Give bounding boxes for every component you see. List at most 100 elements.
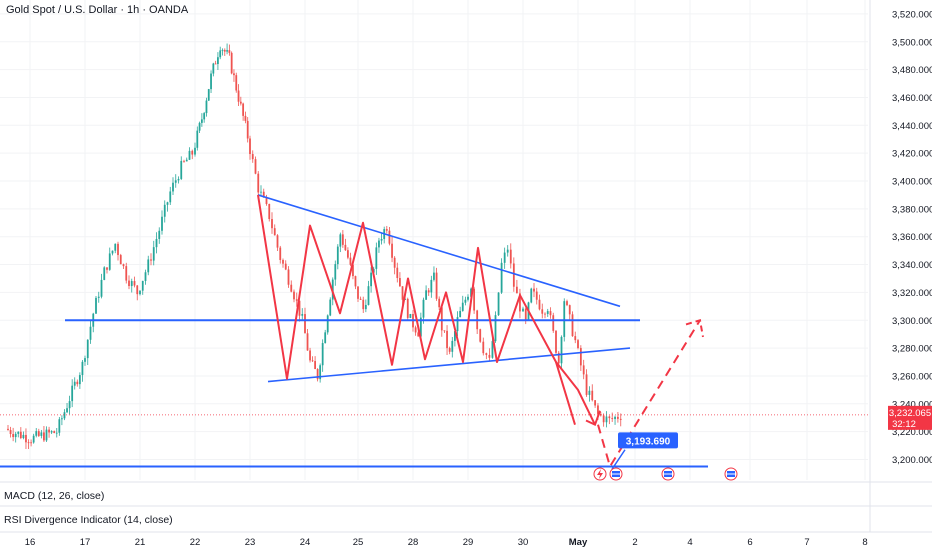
candle-body — [427, 290, 430, 293]
price-tick-label: 3,380.000 — [892, 204, 932, 215]
candle-body — [500, 262, 503, 293]
candle-body — [191, 150, 194, 155]
candle-body — [125, 266, 128, 281]
price-tick-label: 3,500.000 — [892, 37, 932, 48]
candle-body — [430, 279, 433, 293]
candle-body — [597, 405, 599, 414]
candle-body — [212, 63, 215, 74]
price-tick-label: 3,360.000 — [892, 232, 932, 243]
time-tick-label: 4 — [687, 537, 692, 548]
candle-body — [524, 308, 527, 320]
drawings-layer: 3,193.690 — [0, 194, 868, 481]
rsi-pane-label[interactable]: RSI Divergence Indicator (14, close) — [4, 514, 173, 526]
projection-path — [597, 319, 701, 469]
candle-body — [71, 385, 74, 402]
candle-body — [454, 331, 456, 341]
candle-body — [512, 263, 515, 287]
candle-body — [544, 313, 546, 315]
candle-body — [249, 138, 251, 155]
target-pointer — [611, 449, 626, 470]
price-tick-label: 3,520.000 — [892, 9, 932, 20]
chart-title: Gold Spot / U.S. Dollar · 1h · OANDA — [6, 4, 189, 16]
time-tick-label: 24 — [300, 537, 311, 548]
candle-body — [103, 267, 106, 280]
candle-body — [17, 431, 20, 434]
candle-body — [158, 230, 161, 239]
time-tick-label: 7 — [804, 537, 809, 548]
candle-body — [588, 390, 591, 395]
candle-body — [399, 278, 401, 287]
candle-body — [210, 73, 212, 90]
candle-body — [362, 299, 365, 310]
final-drop-leg — [555, 361, 596, 426]
candle-body — [230, 52, 233, 74]
candle-body — [497, 292, 500, 316]
price-tick-label: 3,240.000 — [892, 399, 932, 410]
price-tick-label: 3,280.000 — [892, 344, 932, 355]
candle-body — [311, 360, 314, 362]
candle-body — [519, 293, 521, 312]
candle-body — [268, 203, 271, 220]
candle-body — [76, 381, 79, 385]
candle-body — [494, 315, 497, 342]
candle-body — [48, 429, 50, 433]
candle-body — [242, 103, 245, 116]
macd-pane-label[interactable]: MACD (12, 26, close) — [4, 490, 105, 502]
candle-body — [370, 272, 372, 287]
candle-body — [265, 197, 268, 204]
candle-body — [401, 286, 404, 300]
candle-body — [233, 73, 235, 76]
candle-body — [378, 240, 380, 248]
candle-body — [304, 314, 306, 334]
candle-body — [571, 314, 574, 337]
candle-body — [63, 412, 66, 419]
candle-body — [244, 115, 247, 121]
candle-body — [25, 434, 27, 443]
price-tick-label: 3,220.000 — [892, 427, 932, 438]
candle-body — [111, 250, 114, 254]
time-tick-label: 2 — [632, 537, 637, 548]
candle-body — [276, 235, 279, 248]
candle-body — [279, 247, 282, 260]
candle-body — [375, 247, 378, 269]
candle-body — [306, 333, 309, 351]
time-tick-label: 28 — [408, 537, 419, 548]
candle-body — [579, 348, 582, 366]
candle-body — [319, 365, 322, 380]
triangle-lower-trendline — [267, 347, 631, 383]
candle-body — [380, 238, 383, 241]
candle-body — [221, 49, 224, 51]
candle-body — [144, 272, 147, 281]
candle-body — [608, 416, 611, 419]
candle-body — [314, 361, 316, 370]
candle-body — [37, 431, 40, 436]
candle-body — [560, 336, 563, 364]
candle-body — [591, 390, 594, 401]
candle-body — [246, 120, 249, 139]
candle-body — [538, 299, 541, 310]
price-axis[interactable]: 3,200.000 3,220.000 3,240.000 3,260.000 3,28… — [888, 9, 932, 466]
candle-body — [273, 228, 276, 236]
candle-body — [321, 343, 324, 366]
time-tick-label: 30 — [518, 537, 529, 548]
candle-body — [354, 276, 357, 287]
candle-body — [200, 119, 203, 123]
candle-body — [119, 255, 122, 265]
candle-body — [22, 434, 25, 439]
candle-body — [35, 431, 38, 436]
candle-body — [605, 416, 608, 423]
candle-body — [396, 267, 399, 279]
price-tick-label: 3,320.000 — [892, 288, 932, 299]
price-tick-label: 3,420.000 — [892, 149, 932, 160]
candle-body — [488, 354, 491, 358]
time-axis[interactable]: 16 17 21 22 23 24 25 28 29 30 May 2 4 6 7 8 — [25, 537, 868, 548]
candle-body — [456, 317, 459, 332]
candle-body — [464, 299, 467, 303]
candle-body — [619, 418, 622, 420]
candle-body — [611, 418, 614, 420]
candle-body — [161, 216, 163, 231]
candle-body — [260, 191, 262, 193]
candle-body — [95, 297, 97, 314]
